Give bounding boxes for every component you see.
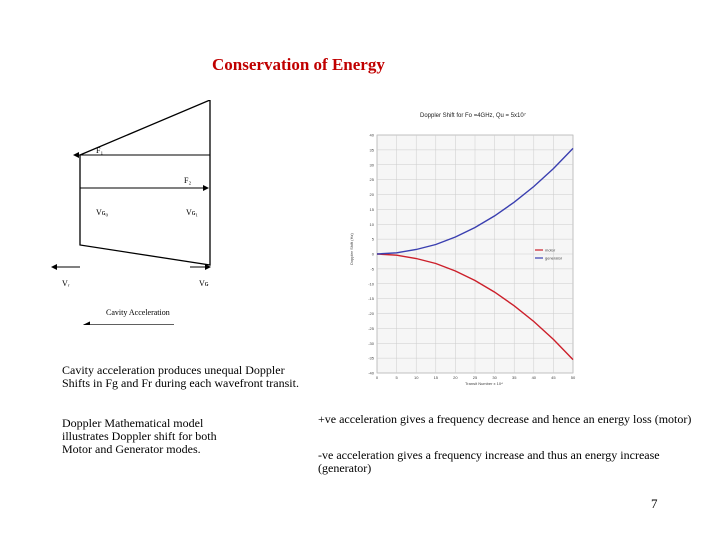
y-axis-label: Doppler Shift (Hz) <box>349 233 354 265</box>
positive-acceleration-text: +ve acceleration gives a frequency decre… <box>318 412 692 426</box>
vg-label: Vɢ <box>199 279 209 288</box>
negative-acceleration-text: -ve acceleration gives a frequency incre… <box>318 448 660 475</box>
y-tick-label: -10 <box>368 281 375 286</box>
x-tick-label: 30 <box>492 375 497 380</box>
doppler-shift-chart: Doppler Shift for Fo =4GHz, Qu = 5x10⁷ 4… <box>345 105 621 395</box>
vg1-label: Vɢ₁ <box>186 208 198 217</box>
series-motor-line <box>376 253 574 361</box>
y-tick-label: 25 <box>370 177 375 182</box>
x-tick-label: 20 <box>453 375 458 380</box>
vg0-label: Vɢ₀ <box>96 208 108 217</box>
x-tick-label: 10 <box>414 375 419 380</box>
vr-label: Vᵣ <box>62 279 70 288</box>
y-tick-label: 40 <box>370 133 375 138</box>
slide-title: Conservation of Energy <box>212 55 385 74</box>
x-tick-label: 15 <box>434 375 439 380</box>
y-tick-label: 20 <box>370 192 375 197</box>
y-tick-label: 15 <box>370 207 375 212</box>
chart-title: Doppler Shift for Fo =4GHz, Qu = 5x10⁷ <box>420 112 526 119</box>
x-axis-label: Transit Number x 10⁴ <box>465 381 503 386</box>
y-tick-label: 0 <box>372 252 375 257</box>
y-tick-label: -40 <box>368 371 375 376</box>
series-generator-line <box>376 147 574 255</box>
x-tick-label: 50 <box>571 375 576 380</box>
legend: motor generator <box>535 248 563 261</box>
x-tick-label: 35 <box>512 375 517 380</box>
y-tick-label: 30 <box>370 162 375 167</box>
y-tick-label: -30 <box>368 341 375 346</box>
y-tick-label: 35 <box>370 147 375 152</box>
x-tick-label: 0 <box>376 375 379 380</box>
y-tick-label: -35 <box>368 356 375 361</box>
doppler-model-text: Doppler Mathematical model illustrates D… <box>62 416 217 456</box>
y-tick-label: -5 <box>370 266 374 271</box>
cavity-diagram: F₁ F₂ Vɢ₀ Vɢ₁ Vᵣ Vɢ Cavity Acceleration <box>51 100 211 325</box>
x-tick-label: 45 <box>551 375 556 380</box>
x-tick-label: 40 <box>532 375 537 380</box>
legend-label-motor: motor <box>545 248 556 253</box>
y-tick-label: -20 <box>368 311 375 316</box>
y-tick-label: -25 <box>368 326 375 331</box>
y-tick-label: 5 <box>372 237 375 242</box>
y-tick-label: -15 <box>368 296 375 301</box>
legend-label-generator: generator <box>545 256 563 261</box>
fr-top-label: F₁ <box>96 146 103 155</box>
cavity-acceleration-label: Cavity Acceleration <box>106 308 170 317</box>
cavity-acceleration-text: Cavity acceleration produces unequal Dop… <box>62 363 299 390</box>
y-tick-label: 10 <box>370 222 375 227</box>
fr-mid-label: F₂ <box>184 176 191 185</box>
x-tick-label: 25 <box>473 375 478 380</box>
page-number: 7 <box>651 496 658 511</box>
x-tick-label: 5 <box>395 375 398 380</box>
